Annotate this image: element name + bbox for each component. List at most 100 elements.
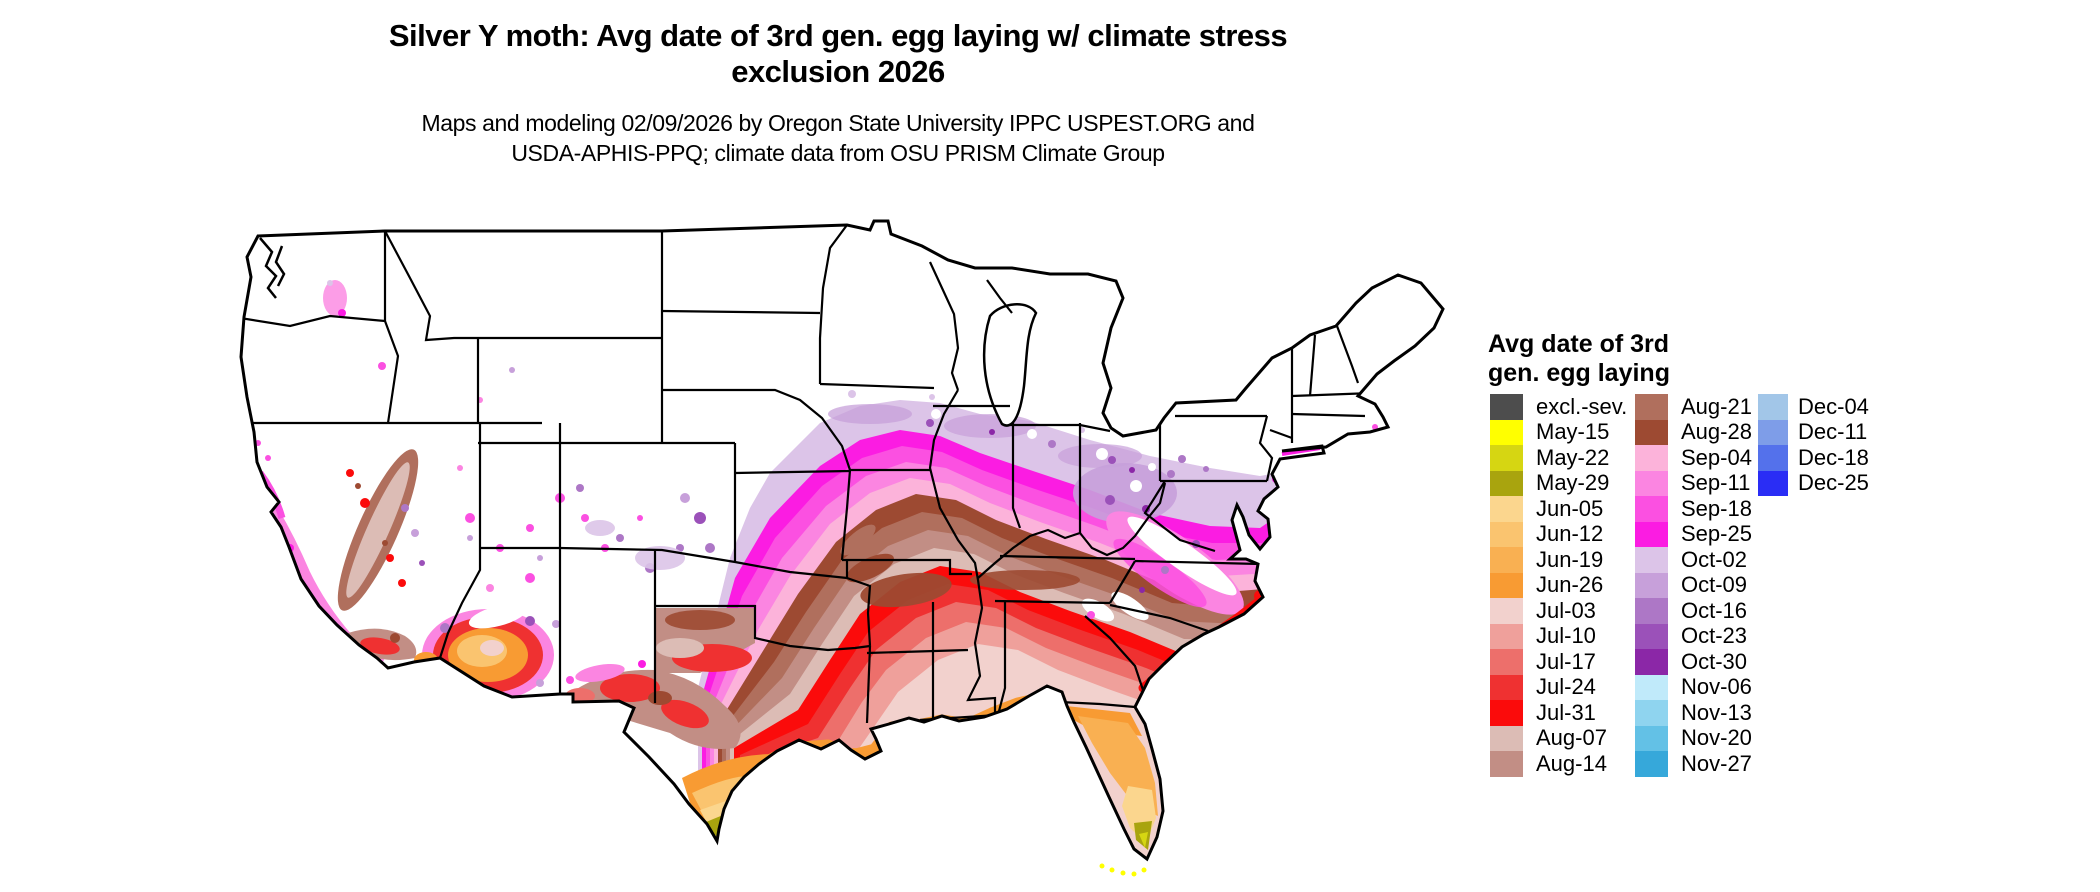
legend-swatch xyxy=(1758,419,1788,445)
legend-row: Sep-04 xyxy=(1635,445,1752,471)
legend-swatch xyxy=(1490,394,1523,420)
legend-swatch xyxy=(1635,470,1668,496)
legend-label: Sep-25 xyxy=(1681,521,1752,547)
legend-row: Oct-16 xyxy=(1635,598,1752,624)
legend-row: Oct-23 xyxy=(1635,623,1752,649)
legend-swatch xyxy=(1635,623,1668,649)
legend-row: Oct-30 xyxy=(1635,649,1752,675)
legend-swatch xyxy=(1758,470,1788,496)
legend-swatch xyxy=(1490,470,1523,496)
legend-label: May-29 xyxy=(1536,470,1610,496)
legend-row: Jul-31 xyxy=(1490,700,1627,726)
legend-label: Dec-25 xyxy=(1798,470,1869,496)
legend-row: Aug-21 xyxy=(1635,394,1752,420)
legend-label: Nov-20 xyxy=(1681,725,1752,751)
legend-row: Dec-04 xyxy=(1758,394,1869,420)
legend-row: Aug-14 xyxy=(1490,751,1627,777)
legend-swatch xyxy=(1635,572,1668,598)
legend-row: Aug-28 xyxy=(1635,419,1752,445)
legend-swatch xyxy=(1635,419,1668,445)
legend-swatch xyxy=(1490,725,1523,751)
legend-swatch xyxy=(1635,521,1668,547)
legend-swatch xyxy=(1490,521,1523,547)
legend-swatch xyxy=(1635,751,1668,777)
legend-column-1: excl.-sev. May-15 May-22 May-29 Jun-05 Jun-12… xyxy=(1490,394,1627,777)
legend-label: Jul-31 xyxy=(1536,699,1596,725)
florida-keys xyxy=(1099,863,1147,877)
legend-swatch xyxy=(1490,572,1523,598)
legend-label: Nov-06 xyxy=(1681,674,1752,700)
legend-row: May-15 xyxy=(1490,419,1627,445)
legend-column-3: Dec-04 Dec-11 Dec-18 Dec-25 xyxy=(1758,394,1869,496)
legend-swatch xyxy=(1490,445,1523,471)
legend-row: Aug-07 xyxy=(1490,725,1627,751)
legend-row: Nov-27 xyxy=(1635,751,1752,777)
legend-label: Jun-26 xyxy=(1536,572,1604,598)
legend-label: Nov-13 xyxy=(1681,699,1752,725)
legend-row: Jul-03 xyxy=(1490,598,1627,624)
legend-label: Aug-07 xyxy=(1536,725,1607,751)
legend-swatch xyxy=(1635,445,1668,471)
us-map-canvas xyxy=(239,219,1445,877)
legend-label: Jul-10 xyxy=(1536,623,1596,649)
legend-row: Sep-18 xyxy=(1635,496,1752,522)
legend-label: Oct-09 xyxy=(1681,572,1748,598)
legend-label: Dec-04 xyxy=(1798,393,1869,419)
legend-label: Jun-19 xyxy=(1536,546,1604,572)
legend-row: Dec-25 xyxy=(1758,470,1869,496)
legend-label: Nov-27 xyxy=(1681,750,1752,776)
legend-swatch xyxy=(1490,419,1523,445)
legend-swatch xyxy=(1490,547,1523,573)
puget-sound-detail xyxy=(259,237,286,299)
legend-swatch xyxy=(1635,649,1668,675)
page-subtitle: Maps and modeling 02/09/2026 by Oregon S… xyxy=(421,110,1255,166)
legend-row: Jun-12 xyxy=(1490,521,1627,547)
legend-row: Dec-11 xyxy=(1758,419,1869,445)
legend-swatch xyxy=(1635,674,1668,700)
legend-label: Dec-11 xyxy=(1798,419,1868,445)
legend-label: Sep-04 xyxy=(1681,444,1752,470)
legend-row: May-22 xyxy=(1490,445,1627,471)
legend-row: Nov-06 xyxy=(1635,674,1752,700)
legend-row: Jul-24 xyxy=(1490,674,1627,700)
legend-swatch xyxy=(1490,649,1523,675)
legend-swatch xyxy=(1490,700,1523,726)
legend-row: Oct-09 xyxy=(1635,572,1752,598)
legend-label: Sep-18 xyxy=(1681,495,1752,521)
legend-title: Avg date of 3rd gen. egg laying xyxy=(1488,330,1670,387)
legend-label: Sep-11 xyxy=(1681,470,1751,496)
legend-label: Oct-16 xyxy=(1681,597,1748,623)
legend-row: Sep-11 xyxy=(1635,470,1752,496)
legend-swatch xyxy=(1490,674,1523,700)
legend-swatch xyxy=(1490,623,1523,649)
legend-label: excl.-sev. xyxy=(1536,393,1628,419)
legend-swatch xyxy=(1758,445,1788,471)
legend-label: Aug-28 xyxy=(1681,419,1752,445)
legend-label: Oct-23 xyxy=(1681,623,1748,649)
legend-row: Jun-19 xyxy=(1490,547,1627,573)
legend-swatch xyxy=(1490,598,1523,624)
legend-row: excl.-sev. xyxy=(1490,394,1627,420)
lake-michigan xyxy=(982,303,1038,427)
legend-label: Jul-17 xyxy=(1536,648,1596,674)
legend-swatch xyxy=(1490,751,1523,777)
legend-row: Nov-13 xyxy=(1635,700,1752,726)
legend-row: Nov-20 xyxy=(1635,725,1752,751)
page-title: Silver Y moth: Avg date of 3rd gen. egg … xyxy=(388,18,1288,89)
legend-label: May-15 xyxy=(1536,419,1610,445)
legend-swatch xyxy=(1635,394,1668,420)
legend-swatch xyxy=(1758,394,1788,420)
legend-label: Aug-14 xyxy=(1536,750,1607,776)
legend-label: Jun-12 xyxy=(1536,521,1604,547)
legend-column-2: Aug-21 Aug-28 Sep-04 Sep-11 Sep-18 Sep-25 Oct-… xyxy=(1635,394,1752,777)
legend-swatch xyxy=(1635,547,1668,573)
legend-label: Oct-02 xyxy=(1681,546,1748,572)
legend-label: May-22 xyxy=(1536,444,1610,470)
legend: Avg date of 3rd gen. egg laying excl.-se… xyxy=(1488,330,1869,777)
legend-swatch xyxy=(1490,496,1523,522)
legend-row: May-29 xyxy=(1490,470,1627,496)
legend-label: Dec-18 xyxy=(1798,444,1869,470)
legend-label: Jul-03 xyxy=(1536,597,1596,623)
legend-label: Oct-30 xyxy=(1681,648,1748,674)
legend-row: Jul-17 xyxy=(1490,649,1627,675)
